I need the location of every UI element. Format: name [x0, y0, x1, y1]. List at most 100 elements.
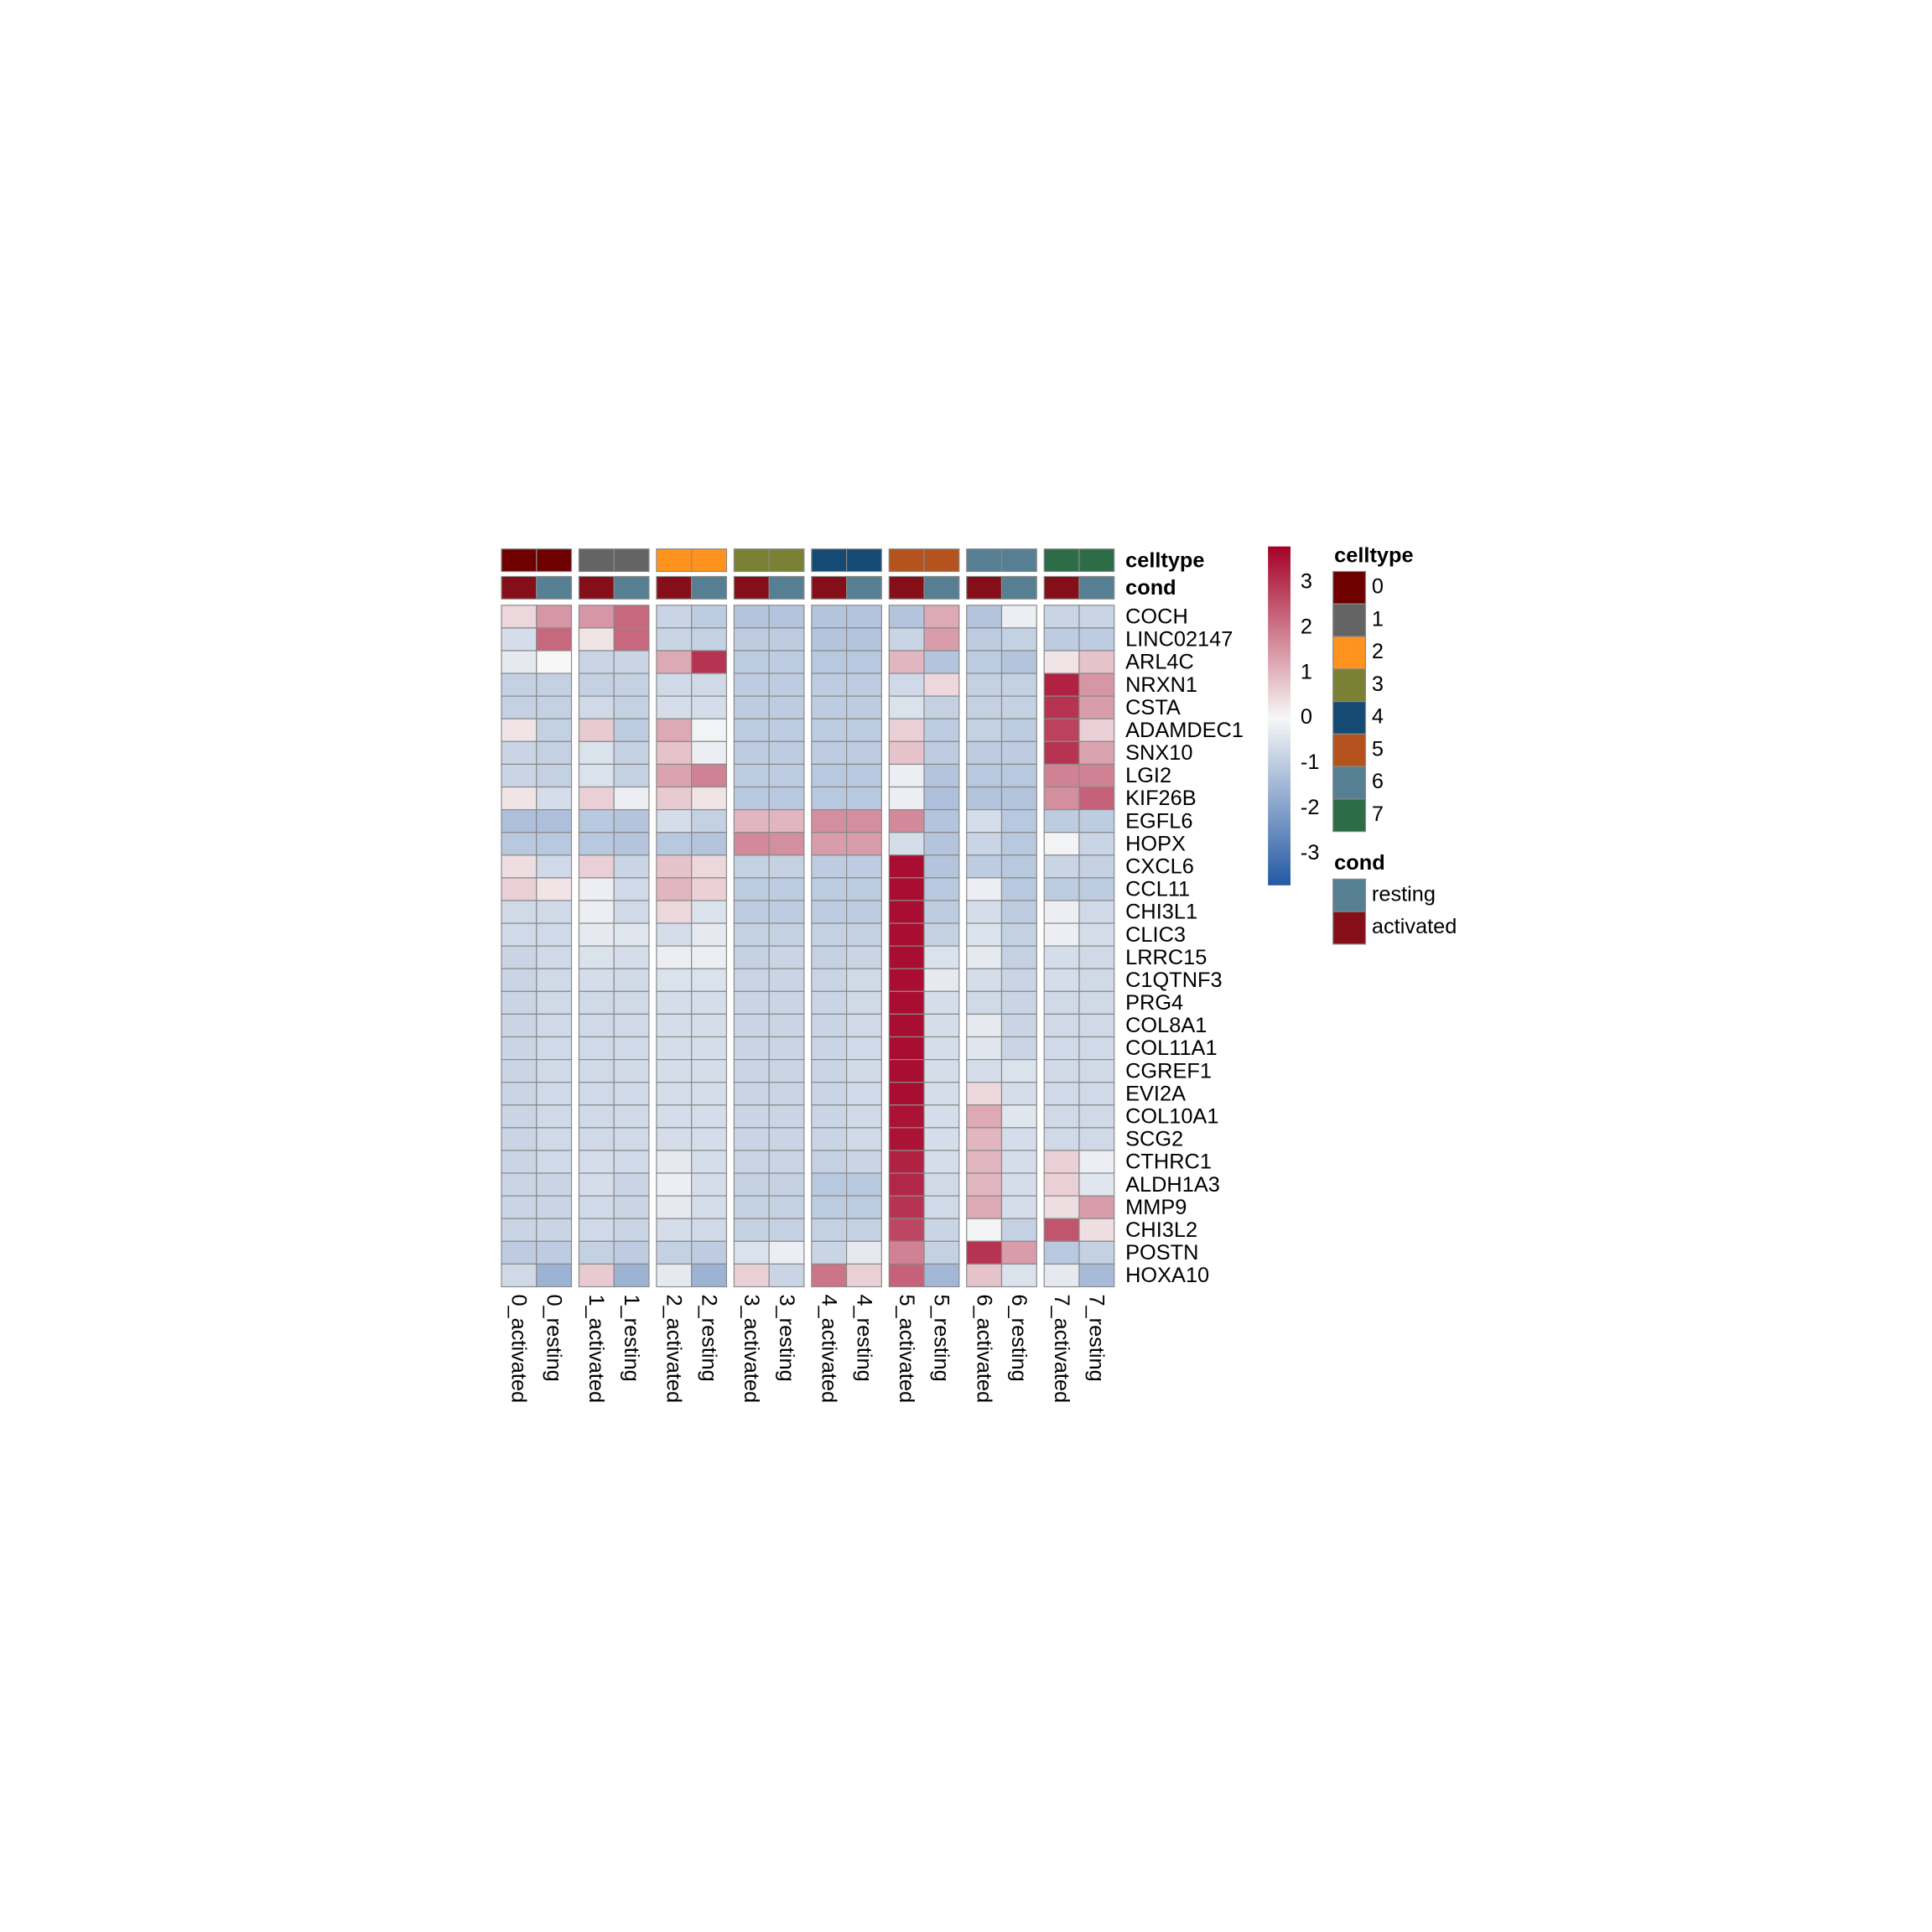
heatmap-cell [613, 627, 650, 652]
row-label: POSTN [1125, 1241, 1198, 1265]
legend-swatch [1332, 570, 1367, 605]
heatmap-cell [1043, 832, 1080, 856]
heatmap-cell [768, 1172, 805, 1197]
heatmap-cell [923, 718, 960, 742]
heatmap-cell [733, 968, 770, 992]
heatmap-cell [613, 1172, 650, 1197]
legend-swatch [1332, 911, 1367, 945]
heatmap-cell [1043, 1218, 1080, 1242]
heatmap-cell [578, 1036, 615, 1061]
row-label: COCH [1125, 605, 1188, 629]
heatmap-cell [768, 1150, 805, 1174]
heatmap-cell [1078, 786, 1115, 811]
heatmap-cell [656, 832, 693, 856]
heatmap-cell [1000, 1127, 1037, 1151]
heatmap-cell [888, 1218, 925, 1242]
heatmap-cell [768, 1082, 805, 1106]
heatmap-cell [768, 990, 805, 1015]
heatmap-cell [966, 1150, 1003, 1174]
heatmap-cell [733, 1263, 770, 1288]
heatmap-cell [845, 1150, 882, 1174]
heatmap-cell [536, 854, 573, 879]
heatmap-cell [811, 1082, 848, 1106]
heatmap-cell [768, 763, 805, 788]
heatmap-cell [811, 1104, 848, 1129]
heatmap-cell [691, 763, 728, 788]
heatmap-cell [691, 1263, 728, 1288]
heatmap-cell [768, 854, 805, 879]
heatmap-cell [845, 673, 882, 697]
heatmap-cell [845, 922, 882, 947]
row-label: CHI3L2 [1125, 1218, 1197, 1242]
annotation-cell [1078, 575, 1115, 600]
row-label: EGFL6 [1125, 809, 1192, 833]
heatmap-cell [1078, 854, 1115, 879]
heatmap-cell [768, 945, 805, 969]
heatmap-cell [656, 1172, 693, 1197]
heatmap-cell [501, 854, 538, 879]
heatmap-cell [888, 1036, 925, 1061]
heatmap-cell [578, 1240, 615, 1265]
heatmap-cell [656, 1195, 693, 1219]
heatmap-cell [613, 740, 650, 766]
legend-title: celltype [1334, 543, 1413, 567]
heatmap-cell [768, 968, 805, 992]
heatmap-cell [923, 922, 960, 947]
heatmap-cell [536, 1172, 573, 1197]
column-label: 7_resting [1085, 1294, 1109, 1381]
heatmap-cell [691, 1218, 728, 1242]
heatmap-cell [691, 718, 728, 742]
annotation-cell [923, 575, 960, 600]
heatmap-cell [845, 900, 882, 924]
annotation-cell [811, 575, 848, 600]
annotation-cell [888, 575, 925, 600]
heatmap-cell [845, 627, 882, 652]
heatmap-cell [501, 945, 538, 969]
heatmap-cell [966, 740, 1003, 766]
heatmap-cell [888, 605, 925, 629]
legend-label: 0 [1372, 575, 1384, 599]
heatmap-cell [1078, 1082, 1115, 1106]
heatmap-cell [811, 627, 848, 652]
legend-label: 1 [1372, 607, 1384, 631]
heatmap-cell [501, 1218, 538, 1242]
heatmap-cell [1000, 718, 1037, 742]
heatmap-cell [1000, 1263, 1037, 1288]
row-label: COL10A1 [1125, 1105, 1218, 1129]
heatmap-cell [613, 1036, 650, 1061]
heatmap-cell [733, 900, 770, 924]
heatmap-cell [536, 1240, 573, 1265]
row-label: C1QTNF3 [1125, 969, 1222, 992]
heatmap-cell [733, 763, 770, 788]
heatmap-cell [578, 695, 615, 719]
heatmap-cell [656, 1082, 693, 1106]
heatmap-cell [536, 1036, 573, 1061]
heatmap-cell [733, 1172, 770, 1197]
heatmap-cell [691, 650, 728, 674]
heatmap-cell [613, 832, 650, 856]
annotation-cell [1043, 548, 1080, 573]
heatmap-cell [733, 832, 770, 856]
heatmap-cell [691, 1058, 728, 1083]
row-label: KIF26B [1125, 787, 1197, 810]
heatmap-cell [1043, 627, 1080, 652]
heatmap-cell [733, 605, 770, 629]
heatmap-cell [888, 832, 925, 856]
heatmap-cell [578, 1013, 615, 1038]
heatmap-cell [888, 854, 925, 879]
heatmap-cell [768, 1104, 805, 1129]
heatmap-cell [966, 1263, 1003, 1288]
heatmap-cell [845, 605, 882, 629]
heatmap-cell [768, 627, 805, 652]
heatmap-cell [1078, 877, 1115, 901]
heatmap-cell [536, 832, 573, 856]
heatmap-cell [691, 1127, 728, 1151]
heatmap-cell [501, 968, 538, 992]
heatmap-cell [536, 1082, 573, 1106]
heatmap-cell [966, 718, 1003, 742]
heatmap-cell [1078, 740, 1115, 766]
heatmap-cell [691, 877, 728, 901]
heatmap-cell [578, 900, 615, 924]
heatmap-cell [578, 968, 615, 992]
